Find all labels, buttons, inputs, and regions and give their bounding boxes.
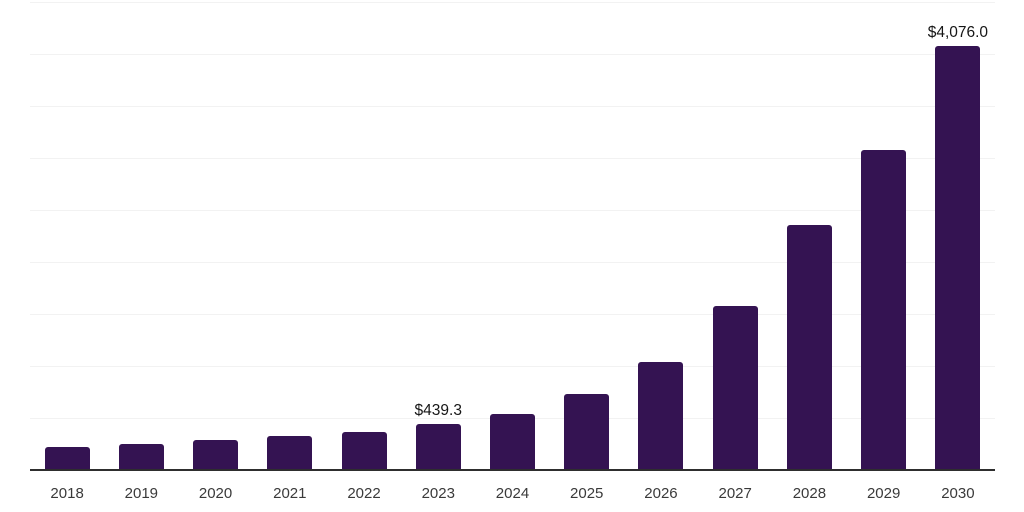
x-tick-label-2030: 2030 [941,485,975,502]
gridline-1000 [30,366,995,367]
bar-2025 [564,393,610,470]
bar-2022 [341,431,387,470]
value-label-2030: $4,076.0 [927,24,989,42]
gridline-2500 [30,210,995,211]
x-tick-label-2021: 2021 [273,485,307,502]
gridline-3500 [30,106,995,107]
x-tick-label-2025: 2025 [570,485,604,502]
bar-2024 [490,414,535,470]
x-axis-line [30,469,995,471]
gridline-1500 [30,314,995,315]
value-label-2023: $439.3 [414,402,462,420]
gridline-4500 [30,2,995,3]
gridline-2000 [30,262,995,263]
bar-2019 [118,444,164,470]
x-tick-label-2020: 2020 [198,485,233,502]
bar-2030 [935,46,981,470]
bar-2028 [786,225,832,470]
gridline-3000 [30,158,995,159]
bar-2027 [712,305,758,470]
bar-2018 [44,446,90,470]
x-tick-label-2018: 2018 [50,485,84,502]
x-tick-label-2027: 2027 [718,485,752,502]
x-tick-label-2019: 2019 [124,485,159,502]
x-tick-label-2028: 2028 [792,485,827,502]
gridline-4000 [30,54,995,55]
bar-2021 [267,435,313,470]
x-tick-label-2022: 2022 [347,485,381,502]
bar-2020 [193,440,239,470]
x-tick-label-2024: 2024 [495,485,530,502]
bar-2023 [415,424,461,470]
bar-2026 [638,362,684,470]
bar-2029 [861,150,907,470]
x-tick-label-2029: 2029 [866,485,901,502]
x-tick-label-2026: 2026 [644,485,678,502]
x-tick-label-2023: 2023 [421,485,455,502]
